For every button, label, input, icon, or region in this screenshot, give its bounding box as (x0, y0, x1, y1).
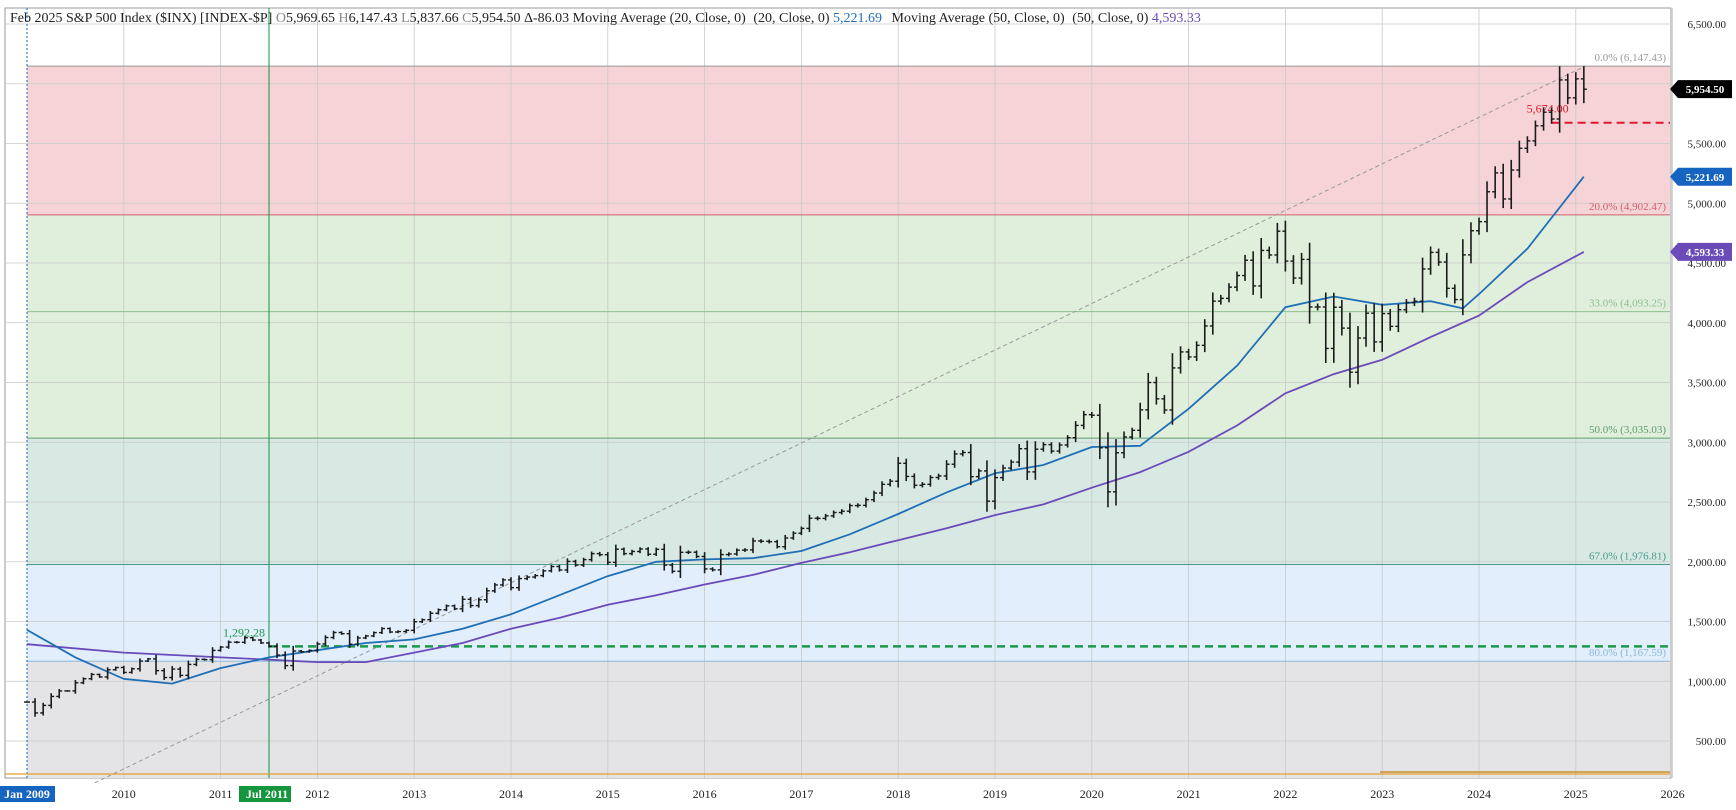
price-tag: 5,221.69 (1670, 167, 1732, 186)
fib-level-label: 50.0% (3,035.03) (1589, 424, 1666, 436)
legend-ma20-value: 5,221.69 (833, 11, 883, 26)
x-tick-label: 2018 (886, 787, 910, 801)
zone-0-20 (27, 66, 1670, 215)
x-tick-label: 2013 (402, 787, 426, 801)
resistance-line-label: 5,674.00 (1527, 102, 1569, 116)
legend-close-key: C (462, 11, 472, 26)
legend-open-key: O (275, 11, 286, 26)
legend-ma50-label: Moving Average (50, Close, 0) (891, 11, 1065, 26)
legend-ma50-params: (50, Close, 0) (1072, 11, 1149, 26)
legend-open-value: 5,969.65 (285, 11, 335, 26)
ma50-line (26, 251, 1585, 663)
date-tag-label: Jan 2009 (4, 787, 50, 801)
price-tag-bg (1670, 242, 1732, 261)
x-tick-label: 2017 (789, 787, 813, 801)
price-tag-bg (1670, 80, 1732, 99)
y-tick-label: 2,500.00 (1688, 497, 1727, 509)
legend-ma20-label: Moving Average (20, Close, 0) (572, 11, 746, 26)
x-tick-label: 2012 (305, 787, 329, 801)
date-tag-bg (239, 786, 291, 802)
y-tick-label: 1,500.00 (1688, 617, 1727, 629)
y-tick-label: 5,000.00 (1688, 198, 1727, 210)
legend-ma20-params: (20, Close, 0) (753, 11, 830, 26)
fib-level-label: 80.0% (1,167.59) (1589, 647, 1666, 659)
y-tick-label: 3,000.00 (1688, 437, 1727, 449)
legend-high-key: H (338, 11, 349, 26)
y-tick-label: 4,000.00 (1688, 318, 1727, 330)
date-tag-bg (0, 786, 55, 802)
zone-50-67 (27, 438, 1670, 565)
legend-title: Feb 2025 S&P 500 Index ($INX) [INDEX-$P] (10, 11, 273, 26)
trendline (94, 65, 1586, 784)
x-tick-label: 2016 (693, 787, 717, 801)
y-tick-label: 500.00 (1696, 736, 1727, 748)
price-tag-label: 4,593.33 (1686, 247, 1725, 259)
fib-level-label: 20.0% (4,902.47) (1589, 201, 1666, 213)
date-tag: Jul 2011 (239, 786, 291, 802)
x-tick-label: 2015 (596, 787, 620, 801)
zone-20-50 (27, 214, 1670, 439)
legend-high-value: 6,147.43 (348, 11, 398, 26)
date-tag-label: Jul 2011 (246, 787, 288, 801)
fib-level-label: 67.0% (1,976.81) (1589, 551, 1666, 563)
x-tick-label: 2014 (499, 787, 523, 801)
price-tag-bg (1670, 167, 1732, 186)
y-tick-label: 3,500.00 (1688, 378, 1727, 390)
x-tick-label: 2011 (209, 787, 233, 801)
price-tag-label: 5,954.50 (1686, 84, 1725, 96)
legend-low-value: 5,837.66 (409, 11, 459, 26)
price-tag-label: 5,221.69 (1686, 172, 1725, 184)
legend-close-value: 5,954.50 (471, 11, 521, 26)
y-tick-label: 1,000.00 (1688, 676, 1727, 688)
price-tag: 4,593.33 (1670, 242, 1732, 261)
x-tick-label: 2019 (983, 787, 1007, 801)
zone-80-bottom (27, 661, 1670, 778)
legend-ma50-value: 4,593.33 (1151, 11, 1201, 26)
support-line-label: 1,292.28 (223, 625, 265, 639)
y-tick-label: 2,000.00 (1688, 557, 1727, 569)
x-tick-label: 2022 (1273, 787, 1297, 801)
price-tag: 5,954.50 (1670, 80, 1732, 99)
ohlc-bars (24, 66, 1587, 717)
chart-legend: Feb 2025 S&P 500 Index ($INX) [INDEX-$P]… (10, 11, 1201, 27)
fib-level-label: 33.0% (4,093.25) (1589, 298, 1666, 310)
x-tick-label: 2024 (1467, 787, 1491, 801)
x-tick-label: 2020 (1080, 787, 1104, 801)
x-tick-label: 2010 (112, 787, 136, 801)
y-tick-label: 4,500.00 (1688, 258, 1727, 270)
x-tick-label: 2023 (1370, 787, 1394, 801)
y-tick-label: 6,500.00 (1688, 19, 1727, 31)
x-tick-label: 2026 (1661, 787, 1685, 801)
date-tag: Jan 2009 (0, 786, 55, 802)
fib-level-label: 0.0% (6,147.43) (1595, 52, 1667, 64)
x-tick-label: 2021 (1177, 787, 1201, 801)
x-tick-label: 2025 (1564, 787, 1588, 801)
legend-change: Δ-86.03 (524, 11, 570, 26)
y-tick-label: 5,500.00 (1688, 139, 1727, 151)
legend-low-key: L (401, 11, 410, 26)
